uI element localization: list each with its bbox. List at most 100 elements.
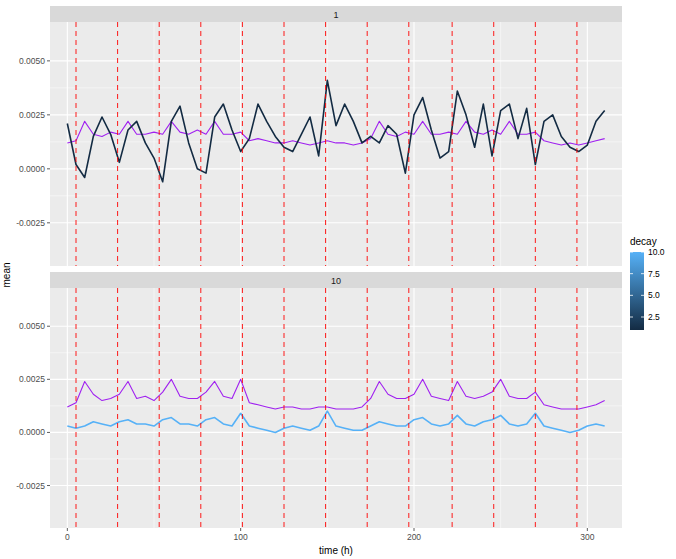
- colorbar-tick: [630, 317, 633, 318]
- plot-area: [50, 288, 622, 528]
- reference-line: [76, 288, 77, 528]
- minor-grid: [500, 22, 501, 266]
- tick-label: 0: [65, 532, 70, 542]
- colorbar-tick: [630, 273, 633, 274]
- legend-label: 2.5: [648, 312, 660, 322]
- tick: [47, 379, 50, 380]
- tick: [47, 326, 50, 327]
- legend-label: 5.0: [648, 290, 660, 300]
- reference-line: [367, 22, 368, 266]
- reference-line: [493, 22, 494, 266]
- grid-line: [587, 288, 588, 528]
- tick-label: -0.0025: [16, 218, 45, 228]
- tick-label: 0.0025: [19, 374, 45, 384]
- reference-line: [535, 288, 536, 528]
- reference-line: [242, 22, 243, 266]
- chart: 1-0.00250.00000.00250.0050meandecay2.55.…: [0, 0, 676, 559]
- tick-label: 300: [580, 532, 594, 542]
- minor-grid: [327, 288, 328, 528]
- minor-grid: [50, 87, 622, 88]
- tick-label: 0.0000: [19, 427, 45, 437]
- grid-line: [50, 379, 622, 380]
- grid-line: [50, 114, 622, 115]
- tick: [67, 528, 68, 531]
- strip-label: 10: [331, 276, 341, 286]
- tick-label: 0.0000: [19, 164, 45, 174]
- grid-line: [50, 168, 622, 169]
- reference-line: [284, 288, 285, 528]
- tick-label: 0.0050: [19, 56, 45, 66]
- background: [0, 0, 676, 559]
- grid-line: [67, 288, 68, 528]
- minor-grid: [50, 458, 622, 459]
- grid-line: [67, 22, 68, 266]
- grid-line: [50, 326, 622, 327]
- data-layer: [67, 288, 604, 528]
- grid-line: [50, 485, 622, 486]
- reference-line: [576, 288, 577, 528]
- legend-label: 10.0: [648, 247, 665, 257]
- minor-grid: [50, 352, 622, 353]
- reference-line: [367, 288, 368, 528]
- axis-title: time (h): [319, 545, 353, 556]
- reference-line: [76, 22, 77, 266]
- reference-line: [159, 22, 160, 266]
- tick-label: 100: [234, 532, 248, 542]
- tick: [414, 528, 415, 531]
- reference-line: [452, 22, 453, 266]
- reference-line: [117, 288, 118, 528]
- minor-grid: [500, 288, 501, 528]
- colorbar-tick: [641, 252, 644, 253]
- grid-line: [240, 288, 241, 528]
- tick: [47, 60, 50, 61]
- colorbar-tick: [641, 317, 644, 318]
- minor-grid: [50, 405, 622, 406]
- colorbar-bar: [630, 252, 644, 330]
- reference-line: [408, 22, 409, 266]
- strip: [50, 272, 622, 288]
- colorbar: decay2.55.07.510.0: [630, 236, 665, 330]
- minor-grid: [327, 22, 328, 266]
- colorbar-tick: [630, 295, 633, 296]
- legend-title: decay: [630, 236, 657, 247]
- reference-line: [493, 288, 494, 528]
- reference-line: [452, 288, 453, 528]
- reference-line: [325, 22, 326, 266]
- reference-line: [325, 288, 326, 528]
- strip-label: 1: [333, 10, 338, 20]
- tick-label: 0.0050: [19, 321, 45, 331]
- minor-grid: [154, 22, 155, 266]
- tick-label: 200: [407, 532, 421, 542]
- reference-line: [242, 288, 243, 528]
- reference-line: [408, 288, 409, 528]
- tick-label: -0.0025: [16, 481, 45, 491]
- series-line: [67, 379, 604, 409]
- colorbar-tick: [641, 295, 644, 296]
- tick-label: 0.0025: [19, 110, 45, 120]
- reference-line: [535, 22, 536, 266]
- plot-area: [50, 22, 622, 266]
- tick: [47, 168, 50, 169]
- reference-line: [200, 22, 201, 266]
- colorbar-tick: [641, 273, 644, 274]
- grid-line: [413, 288, 414, 528]
- grid-line: [240, 22, 241, 266]
- grid-line: [413, 22, 414, 266]
- reference-line: [284, 22, 285, 266]
- grid-line: [50, 432, 622, 433]
- reference-line: [576, 22, 577, 266]
- minor-grid: [154, 288, 155, 528]
- tick: [47, 432, 50, 433]
- series-line: [67, 411, 604, 432]
- tick: [47, 114, 50, 115]
- colorbar-tick: [630, 252, 633, 253]
- data-layer: [67, 22, 604, 266]
- series-line: [67, 80, 604, 181]
- tick: [587, 528, 588, 531]
- strip: [50, 6, 622, 22]
- panel: 10 -0.0025 0.0000 0.0025 0.0050 0 100 200 300: [16, 272, 622, 542]
- minor-grid: [50, 195, 622, 196]
- tick: [47, 222, 50, 223]
- reference-line: [159, 288, 160, 528]
- tick: [47, 485, 50, 486]
